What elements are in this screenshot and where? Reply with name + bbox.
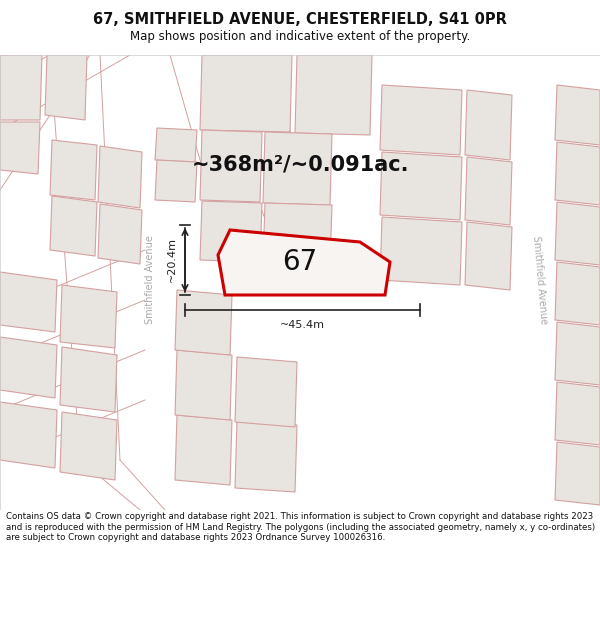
Polygon shape xyxy=(60,412,117,480)
Polygon shape xyxy=(465,157,512,225)
Polygon shape xyxy=(555,322,600,385)
Polygon shape xyxy=(0,337,57,398)
Polygon shape xyxy=(50,196,97,256)
Polygon shape xyxy=(98,204,142,264)
Polygon shape xyxy=(130,55,182,510)
Polygon shape xyxy=(235,420,297,492)
Polygon shape xyxy=(555,442,600,505)
Polygon shape xyxy=(175,290,232,355)
Polygon shape xyxy=(555,262,600,325)
Text: Contains OS data © Crown copyright and database right 2021. This information is : Contains OS data © Crown copyright and d… xyxy=(6,512,595,542)
Polygon shape xyxy=(175,350,232,420)
Text: Map shows position and indicative extent of the property.: Map shows position and indicative extent… xyxy=(130,30,470,43)
Text: 67, SMITHFIELD AVENUE, CHESTERFIELD, S41 0PR: 67, SMITHFIELD AVENUE, CHESTERFIELD, S41… xyxy=(93,12,507,27)
Polygon shape xyxy=(555,85,600,145)
Polygon shape xyxy=(0,402,57,468)
Polygon shape xyxy=(555,382,600,445)
Text: Smithfield Avenue: Smithfield Avenue xyxy=(531,235,549,325)
Polygon shape xyxy=(200,55,292,132)
Polygon shape xyxy=(50,140,97,200)
Polygon shape xyxy=(263,203,332,265)
Polygon shape xyxy=(175,415,232,485)
Polygon shape xyxy=(263,132,332,205)
Polygon shape xyxy=(155,160,197,202)
Text: ~45.4m: ~45.4m xyxy=(280,320,325,330)
Polygon shape xyxy=(218,230,390,295)
Polygon shape xyxy=(465,90,512,160)
Polygon shape xyxy=(380,152,462,220)
Text: Smithfield Avenue: Smithfield Avenue xyxy=(145,236,155,324)
Text: ~368m²/~0.091ac.: ~368m²/~0.091ac. xyxy=(191,155,409,175)
Polygon shape xyxy=(520,55,558,510)
Polygon shape xyxy=(380,217,462,285)
Polygon shape xyxy=(200,130,262,202)
Polygon shape xyxy=(60,347,117,412)
Text: ~20.4m: ~20.4m xyxy=(167,238,177,282)
Text: 67: 67 xyxy=(283,248,317,276)
Polygon shape xyxy=(555,202,600,265)
Polygon shape xyxy=(0,272,57,332)
Polygon shape xyxy=(235,357,297,427)
Polygon shape xyxy=(0,122,40,174)
Polygon shape xyxy=(98,146,142,208)
Polygon shape xyxy=(155,128,197,162)
Polygon shape xyxy=(295,55,372,135)
Polygon shape xyxy=(0,55,42,120)
Polygon shape xyxy=(200,201,262,262)
Polygon shape xyxy=(60,285,117,348)
Polygon shape xyxy=(465,222,512,290)
Polygon shape xyxy=(555,142,600,205)
Polygon shape xyxy=(380,85,462,155)
Polygon shape xyxy=(45,55,87,120)
